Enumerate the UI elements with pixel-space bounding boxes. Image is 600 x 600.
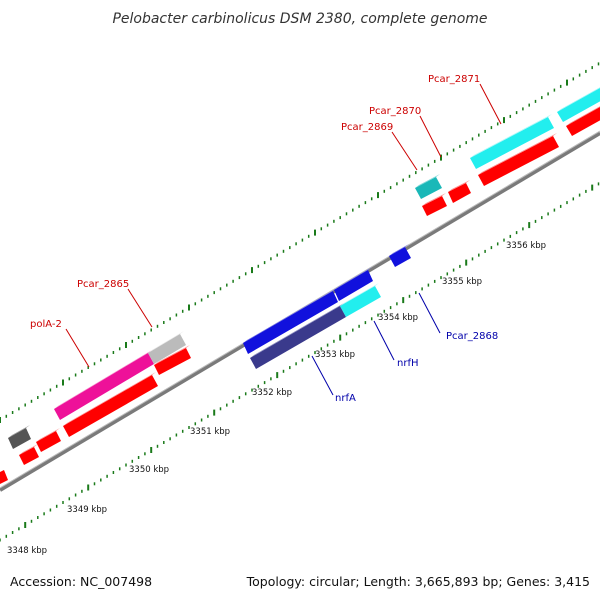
- label-leader-lines: [65, 83, 502, 396]
- pcar-2869-body: [415, 177, 442, 199]
- feature-red-cds-8: [0, 470, 8, 484]
- pcar-2868-body: [389, 247, 411, 267]
- dark-grey-top: [8, 425, 30, 438]
- tick-label-3349: 3349 kbp: [67, 505, 107, 515]
- inner-tick-track: [0, 182, 600, 542]
- tick-label-3354: 3354 kbp: [378, 313, 418, 323]
- pola-2-body: [54, 353, 154, 420]
- blue-short-top: [334, 267, 372, 290]
- leader-pcar-2869: [391, 131, 418, 171]
- gene-label-pcar-2871: Pcar_2871: [428, 74, 480, 85]
- feature-nrfa: [250, 303, 346, 369]
- feature-red-cds-5: [154, 345, 191, 375]
- tick-label-3353: 3353 kbp: [315, 350, 355, 360]
- gene-label-nrfh: nrfH: [397, 358, 419, 369]
- nrfh-top: [340, 283, 379, 306]
- feature-red-cds-1: [478, 133, 559, 186]
- leader-nrfa: [311, 355, 334, 396]
- nrfh-body: [340, 286, 381, 317]
- pcar-2868-top: [389, 244, 409, 256]
- red-cds-2-top: [422, 193, 446, 206]
- nrfa-top: [250, 303, 344, 358]
- leader-pcar-2870: [419, 115, 442, 158]
- red-cds-7-body: [19, 447, 39, 465]
- gene-labels: Pcar_2871 Pcar_2870 Pcar_2869 Pcar_2865 …: [30, 74, 498, 404]
- feature-pola-2: [54, 350, 154, 420]
- red-cds-6-top: [36, 428, 60, 442]
- red-cds-5-body: [154, 348, 191, 375]
- feature-dark-grey: [8, 425, 31, 449]
- gene-label-nrfa: nrfA: [335, 393, 356, 404]
- topology-summary: Topology: circular; Length: 3,665,893 bp…: [246, 574, 590, 589]
- red-cds-5-top: [154, 345, 190, 365]
- red-cds-1-top: [478, 133, 557, 175]
- dark-grey-body: [8, 428, 31, 449]
- leader-pola-2: [65, 328, 90, 368]
- upper-strand-features: [0, 87, 600, 484]
- leader-pcar-2871: [479, 83, 502, 125]
- scale-labels: 3348 kbp 3349 kbp 3350 kbp 3351 kbp 3352…: [7, 241, 546, 556]
- red-cds-3-top: [448, 180, 470, 192]
- red-cds-4-body: [63, 375, 158, 437]
- blue-short-body: [334, 270, 373, 301]
- nrfa-body: [250, 306, 346, 369]
- tick-label-3348: 3348 kbp: [7, 546, 47, 556]
- feature-pcar-2868: [389, 244, 411, 267]
- feature-red-cds-4: [63, 372, 158, 437]
- pcar-2869-top: [415, 174, 440, 188]
- feature-pcar-2871: [470, 114, 554, 169]
- gene-label-pcar-2870: Pcar_2870: [369, 106, 421, 117]
- feature-red-cds-2: [422, 193, 447, 216]
- feature-red-edge-top: [566, 106, 600, 126]
- feature-cyan-edge: [557, 88, 600, 122]
- feature-blue-long: [243, 288, 338, 354]
- blue-long-body: [243, 291, 338, 354]
- pcar-2865-top: [148, 331, 184, 353]
- feature-cyan-edge-top: [557, 87, 600, 112]
- pcar-2871-body: [470, 117, 554, 169]
- tick-label-3355: 3355 kbp: [442, 277, 482, 287]
- leader-pcar-2865: [127, 288, 153, 328]
- red-cds-6-body: [36, 431, 61, 452]
- leader-pcar-2868: [418, 292, 441, 334]
- red-cds-7-top: [19, 444, 38, 455]
- tick-label-3356: 3356 kbp: [506, 241, 546, 251]
- feature-pcar-2869: [415, 174, 442, 199]
- leader-nrfh: [373, 320, 395, 361]
- pola-2-top: [54, 350, 152, 409]
- tick-label-3350: 3350 kbp: [129, 465, 169, 475]
- lower-strand-features: [243, 244, 411, 369]
- map-title: Pelobacter carbinolicus DSM 2380, comple…: [112, 11, 487, 27]
- gene-label-pcar-2869: Pcar_2869: [341, 122, 393, 133]
- pcar-2865-body: [148, 334, 186, 364]
- red-cds-8-body: [0, 470, 8, 484]
- feature-red-edge: [566, 107, 600, 136]
- red-cds-3-body: [448, 183, 471, 203]
- red-cds-1-body: [478, 136, 559, 186]
- accession-text: Accession: NC_007498: [10, 574, 152, 589]
- outer-tick-track: [0, 62, 600, 423]
- gene-label-pcar-2865: Pcar_2865: [77, 279, 129, 290]
- feature-pcar-2865: [148, 331, 186, 364]
- feature-blue-short: [334, 267, 373, 301]
- pcar-2871-top: [470, 114, 552, 158]
- red-cds-2-body: [422, 196, 447, 216]
- red-cds-4-top: [63, 372, 156, 426]
- gene-label-pola-2: polA-2: [30, 319, 62, 330]
- feature-red-cds-7: [19, 444, 39, 465]
- tick-label-3351: 3351 kbp: [190, 427, 230, 437]
- tick-label-3352: 3352 kbp: [252, 388, 292, 398]
- blue-long-top: [243, 288, 337, 343]
- gene-label-pcar-2868: Pcar_2868: [446, 331, 498, 342]
- feature-nrfh: [340, 283, 381, 317]
- feature-red-cds-3: [448, 180, 471, 203]
- feature-red-cds-6: [36, 428, 61, 452]
